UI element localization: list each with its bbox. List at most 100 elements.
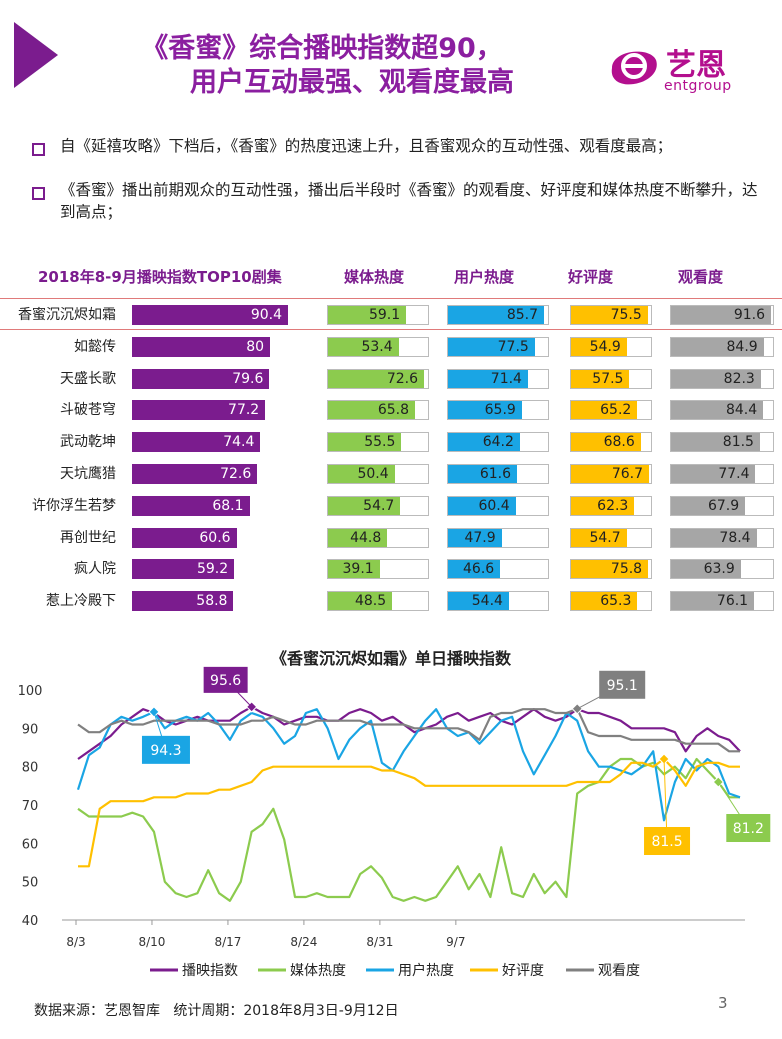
index-value-label: 59.2	[196, 561, 229, 578]
user-bar: 65.9	[448, 401, 522, 420]
data-source-footer: 数据来源：艺恩智库 统计周期：2018年8月3日-9月12日	[34, 1003, 399, 1019]
rating-bar: 65.2	[571, 401, 638, 420]
watch-value-label: 84.4	[725, 402, 758, 419]
logo-cn-text: 艺恩	[666, 48, 726, 83]
row-name: 疯人院	[74, 561, 116, 578]
row-name: 天坑鹰猎	[60, 466, 116, 482]
rating-value-label: 75.8	[610, 561, 643, 578]
rating-bar: 75.8	[571, 560, 649, 579]
watch-value-label: 67.9	[707, 497, 740, 514]
media-value-label: 39.1	[342, 561, 374, 578]
media-bar: 44.8	[328, 528, 388, 547]
index-bar: 79.6	[132, 368, 270, 389]
media-bar: 54.7	[328, 496, 401, 515]
highlight-line-top	[0, 298, 782, 299]
user-value-label: 85.7	[506, 307, 538, 323]
index-value-label: 79.6	[232, 370, 264, 387]
callout-box	[203, 666, 248, 693]
watch-bar: 63.9	[671, 560, 741, 579]
callout-label: 94.3	[150, 743, 181, 759]
media-value-label: 48.5	[354, 593, 387, 610]
watch-value-label: 77.4	[718, 466, 750, 482]
media-value-label: 53.4	[361, 338, 393, 355]
callout-box	[644, 827, 691, 855]
entgroup-logo: 艺恩 entgroup	[604, 38, 754, 98]
watch-value-label: 76.1	[716, 593, 749, 610]
user-value-label: 65.9	[484, 402, 516, 419]
bullet-text-1: 自《延禧攻略》下档后，《香蜜》的热度迅速上升，且香蜜观众的互动性强、观看度最高；	[60, 137, 673, 155]
watch-bar: 84.9	[671, 337, 764, 356]
legend-label: 媒体热度	[290, 963, 346, 979]
row-name: 斗破苍穹	[60, 402, 116, 419]
rating-value-label: 65.2	[600, 402, 632, 419]
y-tick-label: 40	[22, 914, 39, 929]
title-line-2: 用户互动最强、观看度最高	[190, 67, 514, 98]
bullet-text-2: 《香蜜》播出前期观众的互动性强，播出后半段时《香蜜》的观看度、好评度和媒体热度不…	[60, 181, 758, 221]
user-bar: 77.5	[448, 337, 535, 356]
y-tick-label: 80	[22, 761, 39, 776]
rating-bar: 68.6	[571, 433, 641, 452]
media-bar: 39.1	[328, 560, 380, 579]
series-line-1	[77, 757, 740, 902]
user-value-label: 71.4	[490, 370, 522, 387]
rating-value-label: 57.5	[592, 370, 624, 387]
table-header-index: 2018年8-9月播映指数TOP10剧集	[38, 268, 282, 286]
rating-bar: 76.7	[571, 465, 649, 483]
series-line-4	[77, 707, 740, 753]
legend-label: 好评度	[502, 963, 544, 979]
media-bar: 59.1	[328, 306, 407, 324]
media-bar: 72.6	[328, 369, 424, 388]
user-bar: 47.9	[448, 528, 502, 547]
watch-bar: 67.9	[671, 496, 746, 515]
legend-label: 用户热度	[398, 962, 454, 979]
rating-value-label: 54.7	[589, 529, 621, 546]
media-bar: 50.4	[328, 465, 395, 483]
callout-box	[726, 814, 771, 842]
entgroup-logo-icon	[611, 51, 657, 85]
user-bar: 61.6	[448, 465, 517, 483]
watch-bar: 76.1	[671, 592, 755, 611]
series-line-2	[76, 708, 741, 822]
media-bar: 55.5	[328, 433, 402, 452]
media-value-label: 50.4	[357, 466, 389, 482]
index-bar: 68.1	[132, 495, 250, 516]
rating-value-label: 54.9	[589, 338, 621, 355]
callout-label: 81.5	[651, 834, 682, 850]
callout-label: 81.2	[733, 821, 764, 837]
rating-value-label: 76.7	[611, 466, 643, 482]
user-value-label: 64.2	[482, 434, 514, 451]
bullet-square-icon	[32, 143, 45, 156]
table-header-user: 用户热度	[454, 268, 515, 286]
media-value-label: 59.1	[368, 307, 401, 323]
media-bar: 65.8	[328, 401, 415, 420]
user-value-label: 46.6	[463, 561, 495, 578]
index-bar: 72.6	[132, 464, 258, 484]
user-bar: 60.4	[448, 496, 516, 515]
rating-bar: 57.5	[571, 369, 630, 388]
user-value-label: 60.4	[478, 497, 510, 514]
user-bar: 46.6	[448, 560, 501, 579]
user-value-label: 61.6	[479, 466, 511, 482]
logo-en-text: entgroup	[664, 78, 732, 94]
watch-bar: 81.5	[671, 433, 760, 452]
x-tick-label: 8/3	[66, 935, 85, 949]
index-value-label: 58.8	[196, 593, 228, 610]
legend-label: 播映指数	[182, 963, 238, 979]
index-value-label: 60.6	[199, 529, 231, 546]
watch-bar: 91.6	[671, 306, 771, 324]
table-header-rating: 好评度	[568, 268, 614, 286]
index-value-label: 77.2	[228, 402, 260, 419]
rating-value-label: 68.6	[603, 434, 635, 451]
callout-marker	[148, 706, 160, 718]
index-value-label: 74.4	[223, 434, 255, 451]
user-bar: 71.4	[448, 369, 528, 388]
user-bar: 64.2	[448, 433, 520, 452]
row-name: 天盛长歌	[60, 370, 116, 387]
rating-bar: 75.5	[571, 306, 648, 324]
x-tick-label: 9/7	[446, 935, 465, 949]
watch-value-label: 91.6	[733, 307, 765, 323]
callout-label: 95.1	[607, 678, 638, 694]
user-value-label: 77.5	[497, 338, 529, 355]
y-tick-label: 60	[22, 837, 39, 852]
y-tick-label: 50	[22, 876, 39, 891]
